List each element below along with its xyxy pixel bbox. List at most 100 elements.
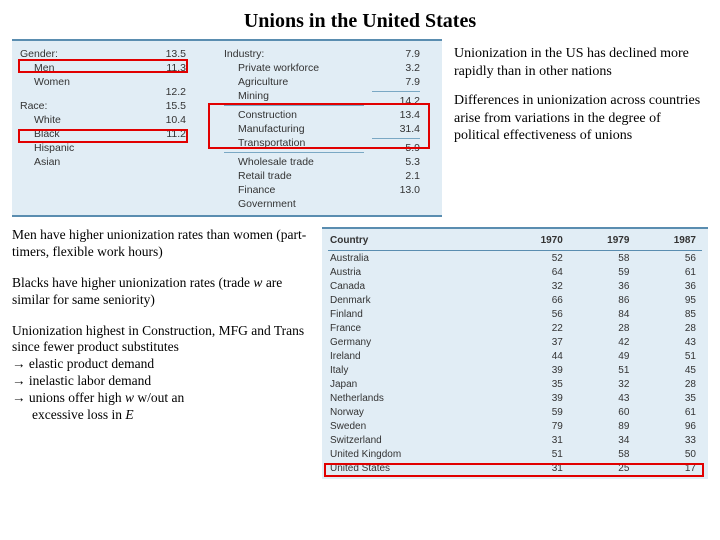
table-cell: 42	[569, 335, 636, 349]
table-cell: 36	[635, 279, 702, 293]
cell-value: 11.3	[138, 61, 186, 75]
table-cell: 66	[502, 293, 569, 307]
table-cell: Sweden	[328, 419, 502, 433]
table-cell: Norway	[328, 405, 502, 419]
cell-label: Wholesale trade	[224, 155, 364, 169]
table-cell: 36	[569, 279, 636, 293]
table-cell: 58	[569, 447, 636, 461]
table-cell: 59	[569, 265, 636, 279]
table-cell: 34	[569, 433, 636, 447]
table-row: Canada323636	[328, 279, 702, 293]
table-row: United Kingdom515850	[328, 447, 702, 461]
table-row: Finland568485	[328, 307, 702, 321]
table-row: Germany374243	[328, 335, 702, 349]
table-row: Netherlands394335	[328, 391, 702, 405]
table-cell: 33	[635, 433, 702, 447]
table-cell: United States	[328, 461, 502, 475]
cell-value: 7.9	[372, 75, 420, 89]
table-cell: 89	[569, 419, 636, 433]
table-cell: United Kingdom	[328, 447, 502, 461]
table-cell: 31	[502, 461, 569, 475]
note-construction: Unionization highest in Construction, MF…	[12, 323, 312, 424]
table-cell: 51	[502, 447, 569, 461]
table-cell: 39	[502, 363, 569, 377]
table-cell: 56	[502, 307, 569, 321]
country-table: Country197019791987Australia525856Austri…	[322, 227, 708, 479]
table-cell: 51	[635, 349, 702, 363]
bottom-section: Men have higher unionization rates than …	[0, 217, 720, 479]
table-cell: 17	[635, 461, 702, 475]
cell-label: Finance	[224, 183, 364, 197]
cell-value: 13.4	[372, 108, 420, 122]
table-cell: Australia	[328, 251, 502, 266]
note-blacks: Blacks have higher unionization rates (t…	[12, 275, 312, 309]
table-cell: 32	[569, 377, 636, 391]
cell-label: Transportation	[224, 136, 364, 150]
cell-value: 31.4	[372, 122, 420, 136]
table-cell: 52	[502, 251, 569, 266]
table-cell: 85	[635, 307, 702, 321]
table-cell: Japan	[328, 377, 502, 391]
table-cell: France	[328, 321, 502, 335]
table-cell: 37	[502, 335, 569, 349]
table-cell: 28	[635, 377, 702, 391]
cell-value: 3.2	[372, 61, 420, 75]
cell-label: Agriculture	[224, 75, 364, 89]
table-cell: Denmark	[328, 293, 502, 307]
cell-label: White	[20, 113, 130, 127]
cell-label: Race:	[20, 99, 130, 113]
cell-label: Women	[20, 75, 130, 89]
cell-label: Mining	[224, 89, 364, 103]
table-cell: 60	[569, 405, 636, 419]
table-row: Switzerland313433	[328, 433, 702, 447]
cell-value: 5.3	[372, 155, 420, 169]
cell-label: Retail trade	[224, 169, 364, 183]
table-cell: 58	[569, 251, 636, 266]
cell-value: 11.2	[138, 127, 186, 141]
table-cell: Austria	[328, 265, 502, 279]
table-row: Norway596061	[328, 405, 702, 419]
table-row: United States312517	[328, 461, 702, 475]
cell-value: 13.5	[138, 47, 186, 61]
cell-value: 13.0	[372, 183, 420, 197]
table-row: Ireland444951	[328, 349, 702, 363]
cell-label: Gender:	[20, 47, 130, 61]
table-row: Austria645961	[328, 265, 702, 279]
right-notes: Unionization in the US has declined more…	[450, 39, 708, 217]
table-row: Japan353228	[328, 377, 702, 391]
left-notes: Men have higher unionization rates than …	[12, 227, 312, 479]
table-row: France222828	[328, 321, 702, 335]
note-men: Men have higher unionization rates than …	[12, 227, 312, 261]
table-cell: 86	[569, 293, 636, 307]
table-cell: 79	[502, 419, 569, 433]
table-cell: 35	[502, 377, 569, 391]
cell-value: 7.9	[372, 47, 420, 61]
table-row: Sweden798996	[328, 419, 702, 433]
table-cell: 44	[502, 349, 569, 363]
table-cell: Ireland	[328, 349, 502, 363]
cell-label: Private workforce	[224, 61, 364, 75]
table-cell: 95	[635, 293, 702, 307]
table-cell: 35	[635, 391, 702, 405]
table-cell: 39	[502, 391, 569, 405]
table-cell: 22	[502, 321, 569, 335]
table-cell: Canada	[328, 279, 502, 293]
table-cell: 43	[569, 391, 636, 405]
table-cell: 59	[502, 405, 569, 419]
table-cell: 25	[569, 461, 636, 475]
page-title: Unions in the United States	[0, 0, 720, 39]
note-differences: Differences in unionization across count…	[454, 92, 708, 145]
cell-value: 12.2	[138, 85, 186, 99]
table-row: Australia525856	[328, 251, 702, 266]
cell-label: Asian	[20, 155, 130, 169]
table-cell: 45	[635, 363, 702, 377]
cell-label: Government	[224, 197, 364, 211]
table-cell: 56	[635, 251, 702, 266]
table-cell: 84	[569, 307, 636, 321]
table-cell: Germany	[328, 335, 502, 349]
table-cell: 32	[502, 279, 569, 293]
table-cell: 61	[635, 405, 702, 419]
table-cell: 31	[502, 433, 569, 447]
table-cell: 49	[569, 349, 636, 363]
cell-label: Black	[20, 127, 130, 141]
